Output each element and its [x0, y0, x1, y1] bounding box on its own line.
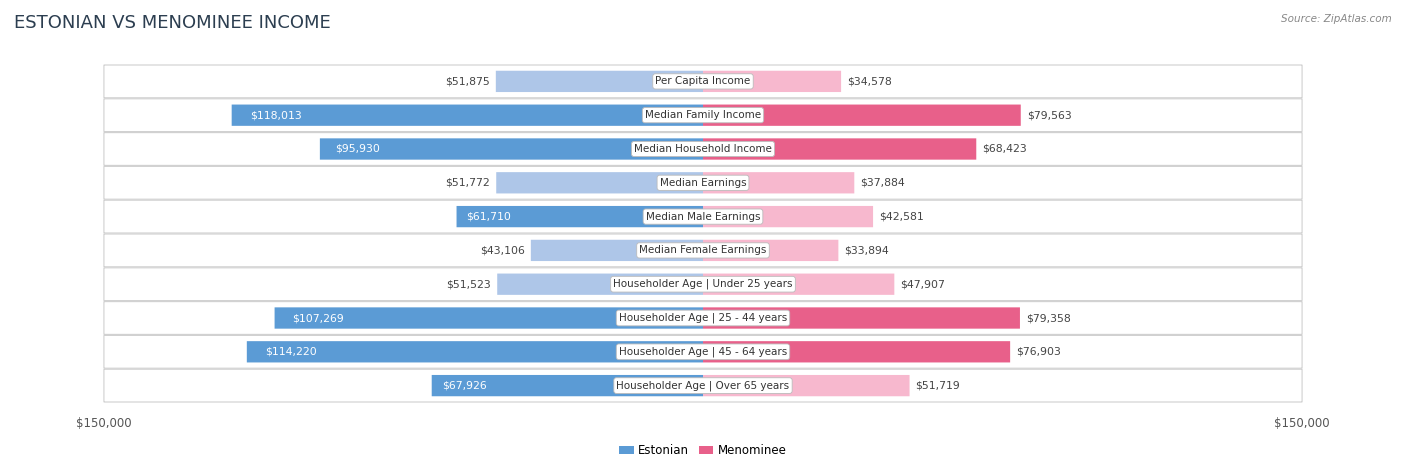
FancyBboxPatch shape [703, 375, 910, 396]
Text: $47,907: $47,907 [900, 279, 945, 289]
Text: $107,269: $107,269 [291, 313, 343, 323]
Text: Householder Age | Under 25 years: Householder Age | Under 25 years [613, 279, 793, 290]
FancyBboxPatch shape [703, 138, 976, 160]
Text: $79,563: $79,563 [1026, 110, 1071, 120]
Text: $95,930: $95,930 [335, 144, 380, 154]
FancyBboxPatch shape [432, 375, 703, 396]
FancyBboxPatch shape [498, 274, 703, 295]
FancyBboxPatch shape [703, 105, 1021, 126]
Text: $61,710: $61,710 [467, 212, 512, 222]
Text: Median Family Income: Median Family Income [645, 110, 761, 120]
FancyBboxPatch shape [274, 307, 703, 329]
FancyBboxPatch shape [321, 138, 703, 160]
Text: $76,903: $76,903 [1017, 347, 1062, 357]
Text: Per Capita Income: Per Capita Income [655, 77, 751, 86]
FancyBboxPatch shape [703, 307, 1019, 329]
FancyBboxPatch shape [104, 234, 1302, 267]
Text: $68,423: $68,423 [983, 144, 1026, 154]
FancyBboxPatch shape [247, 341, 703, 362]
Text: $118,013: $118,013 [250, 110, 302, 120]
Text: $37,884: $37,884 [860, 178, 905, 188]
Text: Source: ZipAtlas.com: Source: ZipAtlas.com [1281, 14, 1392, 24]
FancyBboxPatch shape [496, 172, 703, 193]
FancyBboxPatch shape [496, 71, 703, 92]
FancyBboxPatch shape [703, 206, 873, 227]
Text: $67,926: $67,926 [443, 381, 488, 390]
FancyBboxPatch shape [232, 105, 703, 126]
Text: $42,581: $42,581 [879, 212, 924, 222]
Text: Median Earnings: Median Earnings [659, 178, 747, 188]
FancyBboxPatch shape [703, 71, 841, 92]
Text: $79,358: $79,358 [1026, 313, 1071, 323]
Text: $43,106: $43,106 [479, 245, 524, 255]
FancyBboxPatch shape [703, 172, 855, 193]
Text: Householder Age | 25 - 44 years: Householder Age | 25 - 44 years [619, 313, 787, 323]
FancyBboxPatch shape [104, 65, 1302, 98]
FancyBboxPatch shape [104, 166, 1302, 199]
FancyBboxPatch shape [104, 200, 1302, 233]
FancyBboxPatch shape [104, 133, 1302, 165]
FancyBboxPatch shape [457, 206, 703, 227]
FancyBboxPatch shape [703, 274, 894, 295]
Text: Median Male Earnings: Median Male Earnings [645, 212, 761, 222]
Text: $51,523: $51,523 [447, 279, 491, 289]
FancyBboxPatch shape [703, 240, 838, 261]
Text: $51,875: $51,875 [446, 77, 489, 86]
Text: Householder Age | 45 - 64 years: Householder Age | 45 - 64 years [619, 347, 787, 357]
Text: $34,578: $34,578 [846, 77, 891, 86]
FancyBboxPatch shape [531, 240, 703, 261]
Legend: Estonian, Menominee: Estonian, Menominee [614, 439, 792, 462]
Text: Householder Age | Over 65 years: Householder Age | Over 65 years [616, 380, 790, 391]
FancyBboxPatch shape [104, 369, 1302, 402]
FancyBboxPatch shape [104, 99, 1302, 132]
FancyBboxPatch shape [104, 335, 1302, 368]
FancyBboxPatch shape [104, 302, 1302, 334]
Text: $33,894: $33,894 [845, 245, 889, 255]
Text: Median Female Earnings: Median Female Earnings [640, 245, 766, 255]
Text: $51,719: $51,719 [915, 381, 960, 390]
FancyBboxPatch shape [703, 341, 1010, 362]
FancyBboxPatch shape [104, 268, 1302, 301]
Text: Median Household Income: Median Household Income [634, 144, 772, 154]
Text: $51,772: $51,772 [446, 178, 491, 188]
Text: ESTONIAN VS MENOMINEE INCOME: ESTONIAN VS MENOMINEE INCOME [14, 14, 330, 32]
Text: $114,220: $114,220 [266, 347, 316, 357]
